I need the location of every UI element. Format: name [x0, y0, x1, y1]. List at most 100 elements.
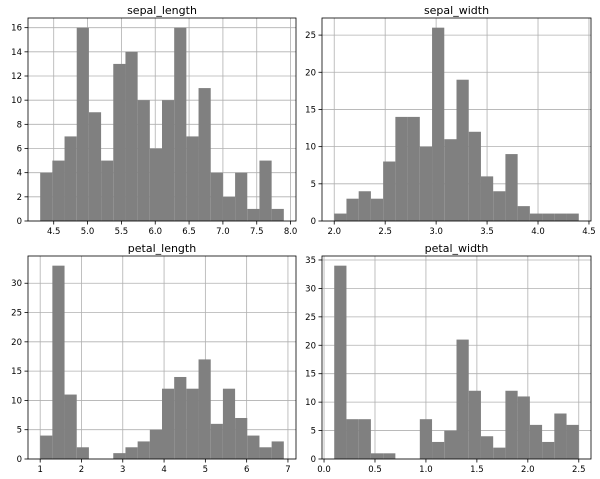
y-tick-label: 5 — [311, 427, 316, 437]
histogram-bar — [149, 429, 162, 459]
histogram-bar — [395, 116, 408, 221]
histogram-bar — [101, 160, 114, 221]
histogram-bar — [432, 27, 445, 221]
y-tick-label: 25 — [11, 309, 22, 319]
histogram-bar — [383, 453, 396, 459]
histogram-bar — [222, 388, 236, 459]
subplot-title: sepal_width — [424, 4, 489, 17]
histogram-bar — [432, 441, 445, 459]
histogram-bar — [113, 63, 126, 221]
histogram-bar — [517, 396, 530, 459]
x-tick-label: 4.0 — [531, 227, 545, 237]
y-tick-label: 25 — [305, 31, 316, 41]
y-tick-label: 20 — [305, 68, 316, 78]
y-tick-label: 8 — [17, 120, 22, 130]
x-tick-label: 5.0 — [81, 227, 95, 237]
histogram-bar — [137, 441, 150, 459]
axes-frame — [27, 17, 297, 222]
x-tick-label: 1.5 — [470, 465, 484, 475]
y-tick-label: 20 — [11, 338, 22, 348]
x-tick-label: 0.5 — [368, 465, 382, 475]
histogram-bar — [444, 430, 457, 459]
histogram-bar — [407, 116, 420, 221]
x-tick-label: 4 — [161, 465, 166, 475]
histogram-bar — [419, 419, 433, 459]
y-tick-label: 12 — [11, 72, 22, 82]
histogram-bar — [113, 453, 126, 459]
y-tick-label: 2 — [17, 193, 22, 203]
subplot-petal-length: petal_length 1 2 3 4 5 6 7 0 5 10 15 20 25 30 — [11, 242, 297, 475]
y-tick-label: 0 — [17, 217, 22, 227]
x-tick-label: 6.0 — [148, 227, 162, 237]
histogram-bar — [52, 160, 65, 221]
x-tick-label: 2.0 — [521, 465, 535, 475]
axes-frame — [27, 255, 297, 460]
y-tick-label: 16 — [11, 24, 22, 34]
y-tick-label: 4 — [17, 169, 22, 179]
x-tick-label: 7.5 — [250, 227, 264, 237]
x-tick-label: 5 — [203, 465, 208, 475]
histogram-bar — [64, 136, 77, 221]
histogram-bar — [493, 191, 506, 221]
y-tick-label: 15 — [305, 370, 316, 380]
x-tick-label: 5.5 — [115, 227, 129, 237]
histogram-bar — [198, 88, 211, 221]
histogram-bar — [259, 160, 272, 221]
y-tick-label: 30 — [305, 284, 316, 294]
x-tick-label: 4.5 — [47, 227, 61, 237]
histogram-bar — [247, 435, 260, 459]
axes-frame — [321, 17, 592, 222]
histogram-bar — [198, 359, 211, 459]
histogram-bar — [542, 213, 555, 221]
histogram-bar — [456, 339, 469, 459]
x-tick-label: 4.5 — [582, 227, 596, 237]
y-tick-label: 0 — [17, 455, 22, 465]
y-tick-label: 5 — [311, 180, 316, 190]
histogram-bar — [480, 436, 494, 459]
histogram-bar — [52, 265, 65, 459]
histogram-bar — [235, 172, 248, 221]
x-tick-label: 7.0 — [216, 227, 230, 237]
histogram-bar — [76, 27, 89, 221]
histogram-bar — [554, 213, 567, 221]
y-tick-label: 15 — [305, 105, 316, 115]
histogram-bar — [566, 424, 579, 459]
y-tick-label: 10 — [305, 398, 316, 408]
y-tick-label: 6 — [17, 145, 22, 155]
subplot-sepal-width: sepal_width 2.0 2.5 3.0 3.5 4.0 4.5 0 5 10 15 20 25 — [305, 4, 596, 237]
histogram-bar — [358, 419, 371, 459]
subplot-title: petal_length — [128, 242, 196, 255]
histogram-bar — [419, 146, 433, 221]
histogram-bar — [271, 441, 284, 459]
histogram-bar — [383, 161, 396, 221]
histogram-bar — [259, 447, 272, 459]
histogram-bar — [162, 388, 175, 459]
x-tick-label: 2.5 — [378, 227, 392, 237]
histogram-bar — [222, 196, 236, 221]
y-tick-label: 10 — [11, 396, 22, 406]
histogram-bar — [517, 206, 530, 221]
x-tick-label: 6 — [244, 465, 249, 475]
x-tick-label: 2.0 — [327, 227, 341, 237]
histogram-bar — [566, 213, 579, 221]
y-tick-label: 15 — [11, 367, 22, 377]
y-tick-label: 5 — [17, 426, 22, 436]
x-tick-label: 6.5 — [182, 227, 196, 237]
histogram-bar — [271, 208, 284, 221]
subplot-title: sepal_length — [127, 4, 197, 17]
histogram-bar — [346, 198, 359, 221]
histogram-bar — [210, 423, 223, 459]
histogram-bar — [370, 198, 384, 221]
histogram-bar — [247, 208, 260, 221]
histogram-bar — [358, 191, 371, 221]
histogram-bar — [493, 447, 506, 459]
histogram-bar — [480, 176, 494, 221]
histogram-bar — [505, 390, 518, 459]
histogram-bar — [125, 447, 138, 459]
histogram-bar — [334, 213, 347, 221]
y-tick-label: 14 — [11, 48, 22, 58]
y-tick-label: 30 — [11, 279, 22, 289]
histogram-bar — [529, 213, 543, 221]
y-tick-label: 35 — [305, 256, 316, 266]
